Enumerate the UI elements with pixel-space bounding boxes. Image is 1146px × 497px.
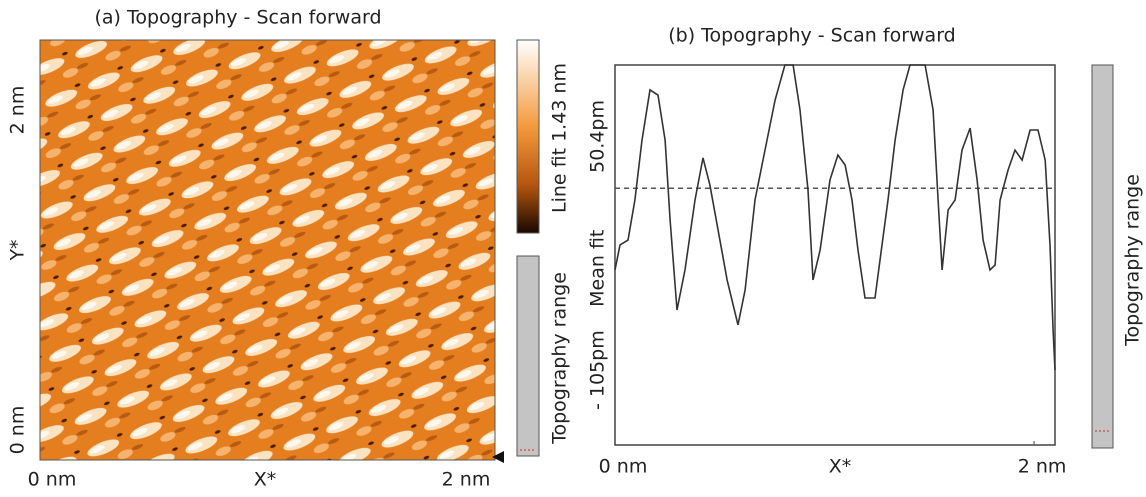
x-label-end: 2 nm <box>442 469 491 491</box>
marker-arrow <box>492 451 504 463</box>
y-label-end: 2 nm <box>7 86 29 135</box>
chart-title: (b) Topography - Scan forward <box>668 25 956 47</box>
range-label: Topography range <box>549 272 571 445</box>
y-tick-label: - 105pm <box>587 330 609 410</box>
x-tick-label: 2 nm <box>1018 456 1067 478</box>
y-tick-label: 50.4pm <box>587 100 609 173</box>
x-axis-label: X* <box>254 469 277 491</box>
y-label-start: 0 nm <box>7 406 29 455</box>
x-label-start: 0 nm <box>28 469 77 491</box>
y-axis-label: Y* <box>7 239 29 261</box>
plot-frame <box>614 64 1056 446</box>
colorbar <box>516 39 540 234</box>
profile-line <box>614 64 1056 370</box>
range-bar <box>1091 64 1114 449</box>
x-tick-label: 0 nm <box>599 456 648 478</box>
mean-fit-label: Mean fit <box>587 230 609 307</box>
afm-image <box>39 39 496 461</box>
panel-a-title: (a) Topography - Scan forward <box>94 7 381 29</box>
range-bar <box>516 255 540 457</box>
range-label: Topography range <box>1122 174 1144 347</box>
x-axis-label: X* <box>829 456 852 478</box>
colorbar-label: Line fit 1.43 nm <box>549 63 571 213</box>
